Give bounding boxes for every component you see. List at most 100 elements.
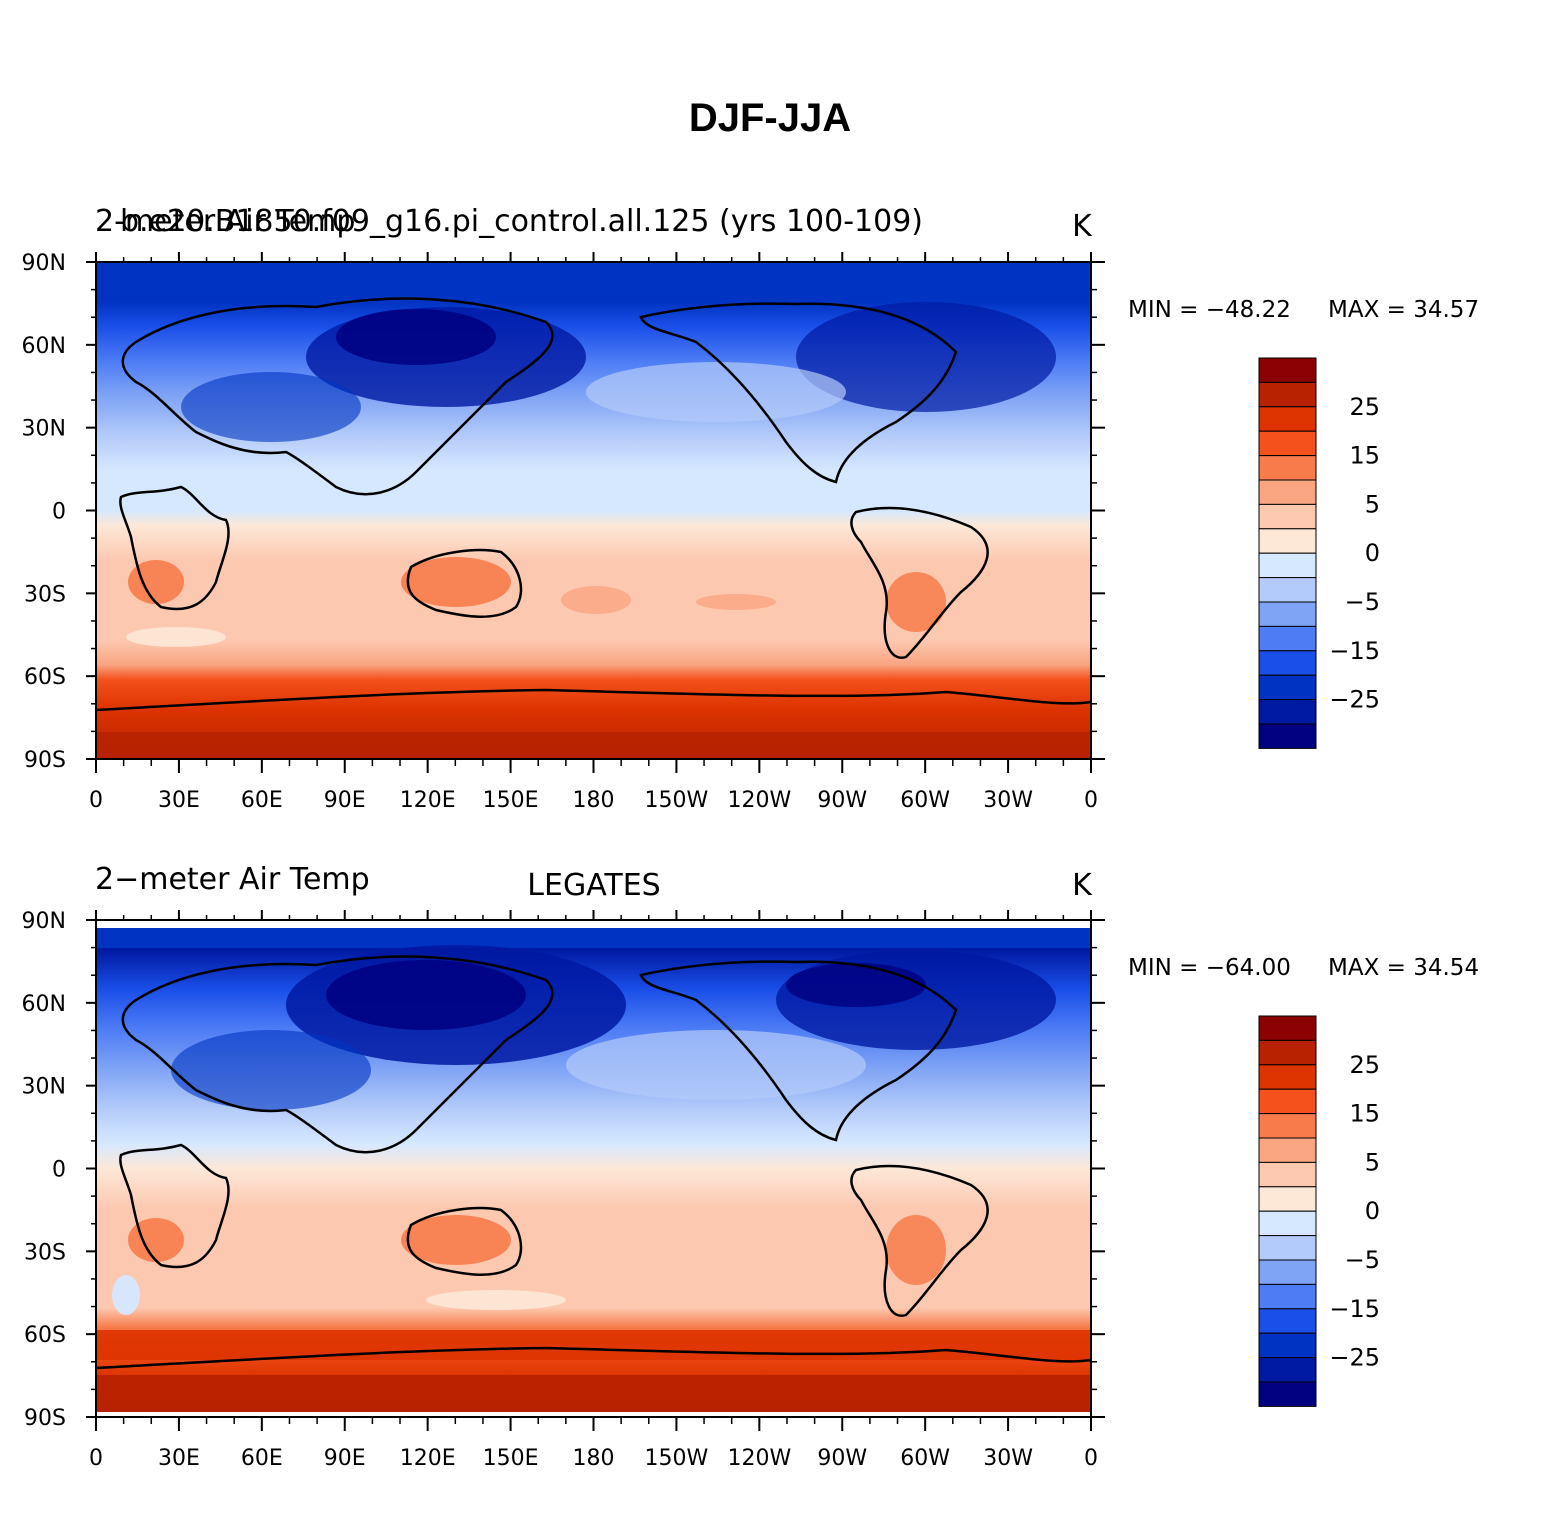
panel-bottom-colorbar-label: −25	[1329, 1344, 1380, 1372]
panel-top-min: MIN = −48.22	[1128, 297, 1291, 323]
panel-bottom-units-label: K	[1072, 868, 1093, 903]
panel-bottom-lon-label: 30E	[158, 1446, 200, 1471]
panel-top-lon-label: 30W	[983, 788, 1033, 813]
panel-bottom-left-label: 2−meter Air Temp	[95, 862, 370, 897]
panel-bottom-lat-label: 30N	[22, 1075, 66, 1100]
panel-top-colorbar-box	[1258, 503, 1317, 530]
panel-bottom-lon-label: 30W	[983, 1446, 1033, 1471]
panel-top-colorbar-label: 15	[1349, 442, 1380, 470]
panel-bottom-colorbar-box	[1258, 1113, 1317, 1139]
panel-top-colorbar-box	[1258, 406, 1317, 432]
panel-bottom-lat-label: 60S	[24, 1323, 66, 1348]
panel-top-colorbar-box	[1258, 455, 1317, 481]
panel-top-lat-label: 60N	[22, 334, 66, 359]
panel-top-lon-label: 0	[1084, 788, 1098, 813]
panel-top-lon-label: 0	[89, 788, 103, 813]
panel-bottom-colorbar-box	[1258, 1259, 1317, 1285]
panel-bottom-colorbar: 25 15 5 0 −5 −15 −25	[1258, 1015, 1380, 1407]
panel-bottom-colorbar-box	[1258, 1308, 1317, 1334]
panel-top-colorbar-box	[1258, 577, 1317, 603]
panel-bottom-colorbar-label: −5	[1345, 1246, 1380, 1274]
panel-bottom-lon-label: 90E	[324, 1446, 366, 1471]
panel-top-colorbar-box	[1258, 723, 1317, 749]
panel-bottom-lat-label: 90N	[22, 909, 66, 934]
panel-top-colorbar: 25 15 5 0 −5 −15 −25	[1258, 357, 1380, 749]
panel-bottom-lon-label: 120W	[727, 1446, 791, 1471]
panel-bottom-lat-label: 30S	[24, 1240, 66, 1265]
panel-top-lon-label: 150E	[483, 788, 539, 813]
figure-title: DJF-JJA	[689, 96, 851, 140]
panel-bottom-axes: 90N 60N 30N 0 30S 60S 90S 0 30E 60E 90E 120E 150E 180…	[22, 909, 1105, 1471]
panel-top-colorbar-label: −15	[1329, 637, 1380, 665]
panel-bottom-lon-label: 0	[1084, 1446, 1098, 1471]
panel-top-units-label: K	[1072, 209, 1093, 244]
panel-bottom-colorbar-label: 5	[1365, 1148, 1380, 1176]
panel-bottom-lon-label: 120E	[400, 1446, 456, 1471]
panel-bottom-colorbar-label: 25	[1349, 1051, 1380, 1079]
panel-top-lat-label: 60S	[24, 665, 66, 690]
panel-bottom-lon-label: 150W	[645, 1446, 709, 1471]
panel-bottom-min: MIN = −64.00	[1128, 955, 1291, 981]
panel-top-colorbar-box	[1258, 601, 1317, 627]
panel-bottom-colorbar-box	[1258, 1161, 1317, 1188]
panel-bottom-colorbar-label: 15	[1349, 1100, 1380, 1128]
panel-top: 2-meter Air Temp b.e20.B1850.f09_g16.pi_…	[22, 204, 1480, 813]
panel-bottom-lon-label: 60E	[241, 1446, 283, 1471]
panel-top-colorbar-label: 5	[1365, 490, 1380, 518]
panel-top-colorbar-box	[1258, 479, 1317, 505]
panel-top-colorbar-label: −5	[1345, 588, 1380, 616]
panel-top-lon-label: 60E	[241, 788, 283, 813]
panel-bottom: 2−meter Air Temp LEGATES K 90N 60N 30N 0 30S…	[22, 862, 1480, 1471]
panel-top-lat-label: 90N	[22, 251, 66, 276]
panel-top-axes: 90N 60N 30N 0 30S 60S 90S 0 30E 60E 90E 120E 150E 180…	[22, 251, 1105, 813]
panel-top-colorbar-box	[1258, 552, 1317, 579]
panel-bottom-colorbar-box	[1258, 1357, 1317, 1383]
panel-bottom-colorbar-box	[1258, 1210, 1317, 1237]
panel-top-left-label: 2-meter Air Temp	[95, 204, 355, 239]
panel-bottom-lon-label: 0	[89, 1446, 103, 1471]
panel-top-lat-label: 30S	[24, 582, 66, 607]
panel-bottom-lon-label: 90W	[817, 1446, 867, 1471]
panel-bottom-colorbar-box	[1258, 1039, 1317, 1066]
panel-bottom-colorbar-box	[1258, 1381, 1317, 1407]
panel-top-colorbar-box	[1258, 699, 1317, 725]
panel-bottom-max: MAX = 34.54	[1328, 955, 1479, 981]
panel-top-colorbar-box	[1258, 625, 1317, 652]
panel-bottom-colorbar-label: 0	[1365, 1197, 1380, 1225]
panel-bottom-lat-label: 0	[52, 1158, 66, 1183]
panel-top-colorbar-box	[1258, 650, 1317, 676]
panel-top-colorbar-box	[1258, 430, 1317, 457]
panel-bottom-lon-label: 60W	[900, 1446, 950, 1471]
panel-top-lon-label: 180	[573, 788, 615, 813]
panel-top-lat-label: 0	[52, 500, 66, 525]
panel-bottom-lon-label: 180	[573, 1446, 615, 1471]
panel-top-colorbar-box	[1258, 528, 1317, 554]
panel-top-colorbar-box	[1258, 381, 1317, 408]
panel-top-colorbar-box	[1258, 674, 1317, 701]
panel-bottom-colorbar-box	[1258, 1064, 1317, 1090]
panel-top-lon-label: 60W	[900, 788, 950, 813]
panel-bottom-colorbar-box	[1258, 1235, 1317, 1261]
panel-bottom-colorbar-box	[1258, 1015, 1317, 1041]
panel-top-colorbar-box	[1258, 357, 1317, 383]
panel-top-lat-label: 90S	[24, 748, 66, 773]
panel-top-colorbar-label: −25	[1329, 686, 1380, 714]
panel-bottom-colorbar-box	[1258, 1088, 1317, 1115]
panel-bottom-colorbar-label: −15	[1329, 1295, 1380, 1323]
panel-top-lon-label: 120W	[727, 788, 791, 813]
panel-bottom-lat-label: 60N	[22, 992, 66, 1017]
panel-bottom-map	[94, 919, 1093, 1418]
panel-bottom-lon-label: 150E	[483, 1446, 539, 1471]
panel-top-lon-label: 90E	[324, 788, 366, 813]
panel-top-map	[94, 261, 1093, 760]
panel-top-lon-label: 150W	[645, 788, 709, 813]
panel-top-colorbar-label: 25	[1349, 393, 1380, 421]
panel-bottom-colorbar-box	[1258, 1137, 1317, 1163]
panel-top-lon-label: 120E	[400, 788, 456, 813]
panel-top-lat-label: 30N	[22, 417, 66, 442]
panel-bottom-colorbar-box	[1258, 1186, 1317, 1212]
panel-top-lon-label: 30E	[158, 788, 200, 813]
panel-top-lon-label: 90W	[817, 788, 867, 813]
panel-bottom-colorbar-box	[1258, 1332, 1317, 1359]
